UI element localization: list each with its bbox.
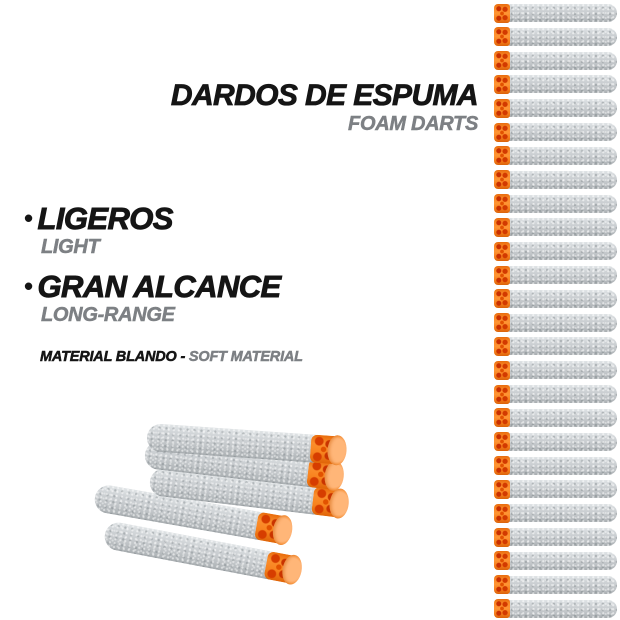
dart-foam-body xyxy=(507,99,617,118)
foam-dart xyxy=(494,599,617,618)
foam-dart xyxy=(494,27,617,47)
dart-foam-body xyxy=(507,313,617,332)
dart-tip xyxy=(494,551,510,571)
dart-foam-body xyxy=(507,170,617,189)
dart-tip xyxy=(494,456,510,476)
dart-tip xyxy=(494,241,510,261)
dart-foam-body xyxy=(507,123,617,142)
dart-foam-body xyxy=(507,289,617,308)
dart-foam-body xyxy=(507,4,617,22)
foam-dart xyxy=(494,289,617,309)
dart-tip xyxy=(494,265,510,285)
foam-dart xyxy=(494,408,617,428)
foam-dart xyxy=(494,265,617,285)
dart-foam-body xyxy=(507,480,617,499)
foam-dart xyxy=(494,217,617,237)
foam-dart xyxy=(494,74,617,94)
dart-foam-body xyxy=(507,504,617,523)
dart-foam-body xyxy=(507,242,617,261)
dart-foam-body xyxy=(507,146,617,165)
foam-dart xyxy=(494,3,617,23)
dart-tip xyxy=(494,74,510,94)
dart-tip xyxy=(494,194,510,214)
feature-item-long-range: • GRAN ALCANCE LONG-RANGE xyxy=(24,269,282,327)
dart-tip xyxy=(494,98,510,118)
dart-tip xyxy=(494,170,510,190)
dart-foam-body xyxy=(507,551,617,570)
dart-tip xyxy=(309,433,348,466)
dart-tip xyxy=(494,289,510,309)
foam-dart xyxy=(494,194,617,214)
dart-foam-body xyxy=(507,75,617,94)
foam-dart xyxy=(494,98,617,118)
feature-item-light: • LIGEROS LIGHT xyxy=(24,201,174,259)
foam-dart xyxy=(494,170,617,190)
foam-dart xyxy=(494,503,617,523)
dart-tip xyxy=(494,146,510,166)
bullet-icon: • xyxy=(24,203,33,233)
material-note: MATERIAL BLANDO - SOFT MATERIAL xyxy=(40,349,304,366)
dart-foam-body xyxy=(507,599,617,618)
dart-foam-body xyxy=(507,456,617,475)
dart-foam-body xyxy=(507,432,617,451)
dart-tip xyxy=(254,511,295,547)
bullet-icon: • xyxy=(24,271,33,301)
dart-tip xyxy=(494,503,510,523)
dart-foam-body xyxy=(507,218,617,237)
foam-dart xyxy=(494,146,617,166)
feature-label-es: • GRAN ALCANCE xyxy=(24,269,282,304)
dart-tip xyxy=(494,336,510,356)
foam-dart xyxy=(494,336,617,356)
dart-tip xyxy=(494,51,510,71)
dart-tip xyxy=(494,599,510,618)
dart-tip xyxy=(494,217,510,237)
feature-label-en: LIGHT xyxy=(41,236,100,259)
dart-tip xyxy=(494,122,510,142)
feature-text-es: GRAN ALCANCE xyxy=(37,269,282,304)
foam-dart xyxy=(494,575,617,595)
foam-dart xyxy=(494,456,617,476)
dart-foam-body xyxy=(507,408,617,427)
foam-dart xyxy=(494,551,617,571)
page-title-translation: FOAM DARTS xyxy=(348,113,479,136)
foam-dart xyxy=(494,527,617,547)
foam-dart xyxy=(494,360,617,380)
dart-tip xyxy=(494,432,510,452)
dart-foam-body xyxy=(507,194,617,213)
foam-dart xyxy=(494,384,617,404)
dart-tip xyxy=(494,384,510,404)
dart-foam-body xyxy=(507,337,617,356)
dart-tip xyxy=(494,313,510,333)
material-note-es: MATERIAL BLANDO - xyxy=(40,349,189,366)
foam-dart xyxy=(494,51,617,71)
dart-tip xyxy=(494,3,510,23)
title-block: DARDOS DE ESPUMA FOAM DARTS xyxy=(170,79,479,136)
dart-tip xyxy=(494,575,510,595)
foam-dart xyxy=(494,432,617,452)
dart-tip xyxy=(494,27,510,47)
dart-foam-body xyxy=(507,361,617,380)
dart-foam-body xyxy=(507,27,617,46)
dart-foam-body xyxy=(507,266,617,285)
foam-dart xyxy=(494,313,617,333)
feature-label-es: • LIGEROS xyxy=(24,201,174,236)
dart-foam-body xyxy=(507,385,617,404)
dart-foam-body xyxy=(507,528,617,547)
feature-label-en: LONG-RANGE xyxy=(41,304,175,327)
feature-text-es: LIGEROS xyxy=(37,201,174,236)
dart-tip xyxy=(494,479,510,499)
dart-tip-face xyxy=(326,434,348,466)
material-note-en: SOFT MATERIAL xyxy=(188,349,304,366)
foam-dart xyxy=(494,241,617,261)
dart-tip xyxy=(263,550,305,587)
dart-foam-body xyxy=(507,575,617,594)
dart-tip xyxy=(494,527,510,547)
foam-dart xyxy=(494,479,617,499)
page-title: DARDOS DE ESPUMA xyxy=(170,79,479,112)
dart-tip xyxy=(494,408,510,428)
dart-tip xyxy=(494,360,510,380)
foam-dart xyxy=(494,122,617,142)
dart-foam-body xyxy=(507,51,617,70)
